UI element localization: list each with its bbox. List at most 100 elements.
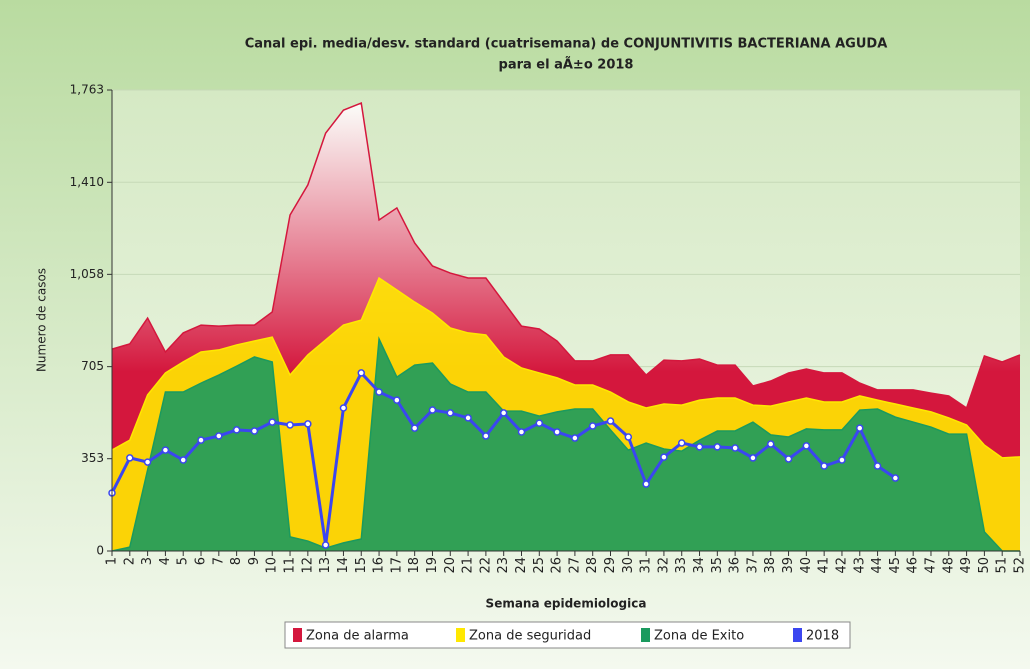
- point: [873, 462, 882, 470]
- point: [428, 406, 437, 414]
- legend-swatch: [793, 628, 802, 642]
- x-tick-label: 43: [852, 557, 867, 574]
- point: [588, 422, 597, 430]
- x-tick-label: 45: [888, 557, 903, 574]
- x-tick-label: 6: [194, 557, 209, 565]
- point: [891, 474, 900, 482]
- legend-label: Zona de seguridad: [469, 629, 591, 644]
- x-tick-label: 4: [158, 557, 173, 565]
- point: [232, 426, 241, 434]
- point: [161, 446, 170, 454]
- point: [517, 428, 526, 436]
- x-tick-label: 39: [781, 557, 796, 574]
- y-tick-label: 1,410: [70, 175, 104, 189]
- x-tick-label: 21: [461, 557, 476, 574]
- x-tick-label: 7: [211, 557, 226, 565]
- legend-swatch: [641, 628, 650, 642]
- area-edge: [111, 276, 1021, 459]
- point: [713, 443, 722, 451]
- x-tick-label: 23: [496, 557, 511, 574]
- x-tick-label: 37: [745, 557, 760, 574]
- point: [197, 436, 205, 444]
- point: [375, 388, 383, 396]
- y-tick-label: 1,058: [70, 267, 104, 281]
- point: [410, 424, 419, 432]
- x-tick-label: 29: [603, 557, 618, 574]
- x-tick-label: 33: [674, 557, 689, 574]
- x-tick-label: 25: [532, 557, 547, 574]
- x-tick-label: 8: [229, 557, 244, 565]
- x-tick-label: 52: [1013, 557, 1028, 574]
- point: [286, 421, 294, 429]
- chart-title: Canal epi. media/desv. standard (cuatris…: [245, 37, 888, 52]
- legend-label: Zona de alarma: [306, 629, 409, 644]
- x-tick-label: 31: [639, 557, 654, 574]
- x-tick-label: 40: [799, 557, 814, 574]
- x-tick-label: 5: [176, 557, 191, 565]
- point: [766, 440, 775, 448]
- point: [482, 432, 490, 440]
- x-tick-label: 24: [514, 557, 529, 574]
- point: [838, 456, 846, 464]
- point: [126, 454, 134, 462]
- point: [553, 428, 561, 436]
- x-tick-label: 12: [300, 557, 315, 574]
- x-tick-label: 35: [710, 557, 725, 574]
- point: [571, 434, 579, 442]
- marks: [108, 102, 1021, 552]
- x-tick-label: 9: [247, 557, 262, 565]
- legend-label: 2018: [806, 629, 839, 644]
- x-tick-label: 36: [728, 557, 743, 574]
- area-edge: [111, 336, 1020, 552]
- chart-title: para el aÃ±o 2018: [499, 57, 634, 73]
- point: [446, 409, 455, 417]
- x-tick-label: 3: [140, 557, 155, 565]
- x-tick-label: 13: [318, 557, 333, 574]
- y-tick-label: 705: [81, 359, 104, 373]
- y-tick-label: 0: [96, 544, 104, 558]
- point: [464, 414, 472, 422]
- point: [250, 427, 259, 435]
- point: [535, 419, 544, 427]
- y-axis-label: Numero de casos: [35, 268, 49, 372]
- area-edge: [111, 102, 1021, 410]
- x-tick-label: 34: [692, 557, 707, 574]
- x-tick-label: 46: [906, 557, 921, 574]
- point: [802, 442, 811, 450]
- x-tick-label: 14: [336, 557, 351, 574]
- x-tick-label: 41: [817, 557, 832, 574]
- x-tick-label: 17: [389, 557, 404, 574]
- legend-label: Zona de Exito: [654, 629, 744, 644]
- point: [677, 439, 686, 447]
- x-tick-label: 49: [959, 557, 974, 574]
- point: [820, 462, 828, 470]
- x-tick-label: 48: [941, 557, 956, 574]
- point: [321, 541, 330, 549]
- x-tick-label: 28: [585, 557, 600, 574]
- y-tick-label: 353: [81, 451, 104, 465]
- x-tick-label: 19: [425, 557, 440, 574]
- point: [731, 444, 739, 452]
- point: [393, 396, 401, 404]
- x-tick-label: 16: [372, 557, 387, 574]
- area: [112, 338, 1020, 551]
- x-tick-label: 30: [621, 557, 636, 574]
- x-tick-label: 44: [870, 557, 885, 574]
- y-tick-label: 1,763: [70, 83, 104, 97]
- x-tick-label: 10: [265, 557, 280, 574]
- legend-swatch: [293, 628, 302, 642]
- point: [499, 409, 508, 417]
- point: [179, 456, 187, 464]
- x-axis-label: Semana epidemiologica: [486, 597, 647, 611]
- point: [856, 424, 864, 432]
- point: [357, 369, 366, 377]
- point: [660, 453, 668, 461]
- x-tick-label: 15: [354, 557, 369, 574]
- x-tick-label: 26: [550, 557, 565, 574]
- x-tick-label: 38: [763, 557, 778, 574]
- point: [215, 432, 223, 440]
- x-tick-label: 51: [995, 557, 1010, 574]
- x-tick-label: 47: [923, 557, 938, 574]
